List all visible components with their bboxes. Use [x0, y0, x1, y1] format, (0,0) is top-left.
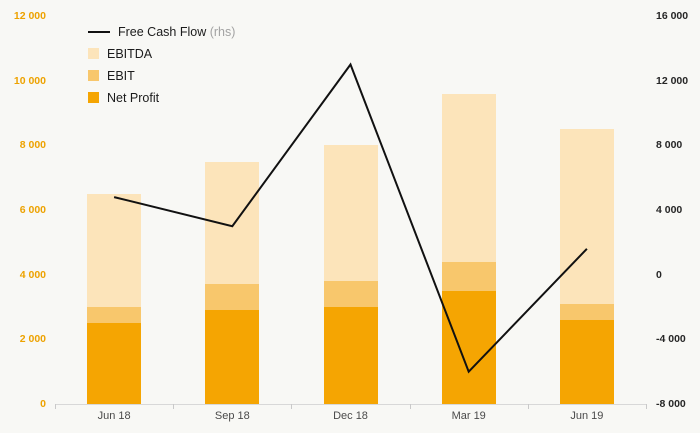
plot-area	[55, 16, 646, 405]
x-axis-label: Mar 19	[451, 410, 486, 422]
left-axis-tick-label: 6 000	[19, 204, 46, 216]
left-axis-tick-label: 10 000	[13, 74, 46, 87]
legend-label: EBIT	[107, 68, 135, 83]
x-axis-tick	[527, 404, 529, 409]
x-axis-tick	[291, 404, 293, 409]
x-axis-label: Sep 18	[214, 410, 250, 422]
left-axis-tick-label: 2 000	[19, 333, 46, 346]
bar-net-profit-jun-18	[87, 323, 142, 404]
x-axis-tick	[173, 404, 175, 409]
ebit-swatch-icon	[88, 70, 99, 81]
legend-item-ebit: EBIT	[88, 68, 235, 83]
right-axis-tick-label: 16 000	[656, 10, 689, 22]
right-axis-tick-label: 12 000	[656, 74, 689, 87]
legend-item-free-cash-flow: Free Cash Flow (rhs)	[88, 24, 235, 39]
right-axis-tick-label: -8 000	[656, 398, 686, 410]
line-swatch-icon	[88, 30, 110, 33]
x-axis-label: Jun 19	[570, 410, 604, 422]
left-axis-tick-label: 0	[40, 398, 46, 410]
legend-label: Free Cash Flow (rhs)	[118, 24, 236, 39]
x-axis-tick	[409, 404, 411, 409]
x-axis-tick	[646, 404, 647, 409]
bar-net-profit-jun-19	[559, 319, 614, 404]
x-axis-tick	[55, 404, 56, 409]
right-axis-tick-label: 0	[656, 268, 662, 281]
bar-net-profit-sep-18	[205, 310, 260, 404]
bar-net-profit-mar-19	[441, 290, 496, 404]
rhs-suffix: (rhs)	[206, 24, 236, 39]
legend-label: Net Profit	[107, 90, 160, 105]
right-axis-tick-label: 4 000	[656, 204, 683, 216]
net-profit-swatch-icon	[88, 92, 99, 103]
legend-item-ebitda: EBITDA	[88, 46, 235, 61]
legend-label: EBITDA	[107, 46, 153, 61]
x-axis-label: Jun 18	[97, 410, 131, 422]
right-axis-tick-label: -4 000	[656, 333, 686, 346]
legend-item-net-profit: Net Profit	[88, 90, 235, 105]
left-axis-tick-label: 4 000	[19, 268, 46, 281]
right-axis-tick-label: 8 000	[656, 139, 683, 152]
x-axis-label: Dec 18	[333, 410, 368, 422]
left-axis-tick-label: 12 000	[13, 10, 46, 22]
bar-net-profit-dec-18	[323, 307, 378, 404]
left-axis-tick-label: 8 000	[19, 139, 46, 152]
ebitda-swatch-icon	[88, 48, 99, 59]
legend: Free Cash Flow (rhs) EBITDA EBIT Net Pro…	[88, 24, 235, 105]
